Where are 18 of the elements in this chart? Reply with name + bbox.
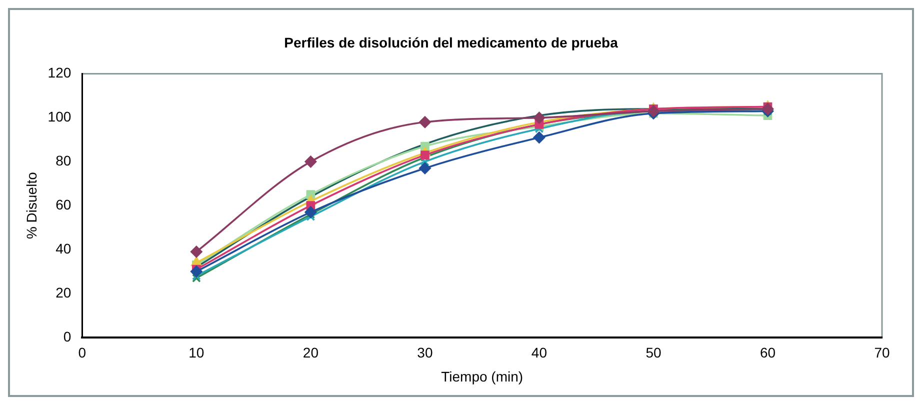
y-tick-label: 60	[56, 196, 72, 212]
y-tick-label: 80	[56, 152, 72, 169]
x-tick-label: 30	[417, 344, 433, 361]
y-tick-label: 120	[48, 64, 72, 81]
y-axis-title: % Disuelto	[23, 172, 40, 240]
x-tick-label: 50	[646, 344, 662, 361]
x-tick-label: 20	[302, 344, 319, 361]
y-tick-label: 100	[48, 108, 72, 125]
x-tick-label: 40	[531, 344, 548, 361]
x-tick-label: 10	[188, 344, 204, 361]
x-tick-label: 60	[760, 344, 776, 361]
chart-title: Perfiles de disolución del medicamento de prueba	[284, 34, 618, 50]
x-axis-title: Tiempo (min)	[441, 368, 524, 384]
y-tick-label: 20	[56, 284, 72, 300]
y-tick-label: 40	[56, 240, 72, 256]
x-tick-label: 70	[874, 344, 890, 361]
x-tick-label: 0	[78, 344, 86, 361]
y-tick-label: 0	[63, 328, 72, 344]
